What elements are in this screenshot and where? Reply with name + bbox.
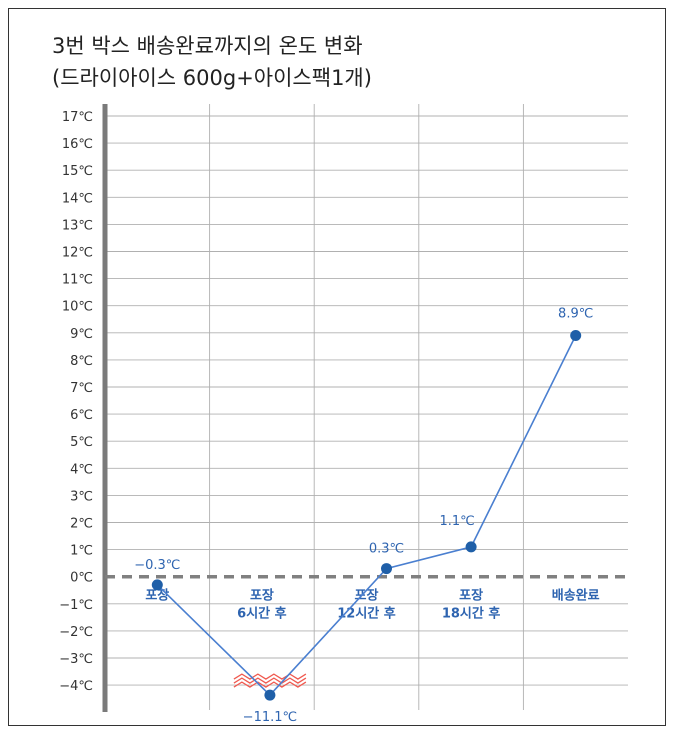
y-tick-label: 16℃	[62, 137, 93, 152]
x-category-label: 포장 6시간 후	[237, 588, 286, 622]
y-tick-label: 17℃	[62, 110, 93, 125]
y-tick-label: 7℃	[70, 381, 93, 396]
y-tick-label: 10℃	[62, 300, 93, 315]
y-tick-label: −1℃	[59, 598, 93, 613]
y-tick-label: 3℃	[70, 489, 93, 504]
axis-break-zigzag	[233, 681, 307, 688]
y-tick-label: 1℃	[70, 544, 93, 559]
data-point	[264, 689, 276, 701]
y-tick-label: 12℃	[62, 246, 93, 261]
x-category-label: 포장 12시간 후	[337, 588, 396, 622]
y-tick-label: −2℃	[59, 625, 93, 640]
y-tick-label: 0℃	[70, 571, 93, 586]
chart-subtitle: (드라이아이스 600g+아이스팩1개)	[52, 66, 372, 90]
y-tick-label: 15℃	[62, 164, 93, 179]
data-label: 0.3℃	[369, 542, 404, 557]
y-tick-label: 11℃	[62, 273, 93, 288]
x-category-label: 배송완료	[552, 588, 600, 604]
data-label: −0.3℃	[134, 558, 180, 573]
data-point	[570, 330, 582, 342]
y-tick-label: 13℃	[62, 218, 93, 233]
y-tick-label: 6℃	[70, 408, 93, 423]
y-tick-label: 14℃	[62, 191, 93, 206]
series-line	[156, 335, 577, 697]
y-tick-label: 9℃	[70, 327, 93, 342]
x-category-label: 포장 18시간 후	[442, 588, 501, 622]
data-label: 1.1℃	[439, 514, 474, 529]
y-tick-label: −3℃	[59, 652, 93, 667]
data-point	[151, 579, 163, 591]
data-point	[381, 563, 392, 575]
axis-break-zigzag	[233, 677, 307, 684]
y-tick-label: 4℃	[70, 462, 93, 477]
axis-break-zigzag	[233, 673, 307, 680]
y-tick-label: 5℃	[70, 435, 93, 450]
y-tick-label: 8℃	[70, 354, 93, 369]
y-tick-label: 2℃	[70, 517, 93, 532]
data-label: −11.1℃	[243, 710, 297, 725]
chart-title: 3번 박스 배송완료까지의 온도 변화	[52, 34, 363, 58]
chart-frame	[8, 8, 666, 726]
data-point	[465, 541, 477, 553]
data-label: 8.9℃	[558, 307, 593, 322]
y-tick-label: −4℃	[59, 679, 93, 694]
